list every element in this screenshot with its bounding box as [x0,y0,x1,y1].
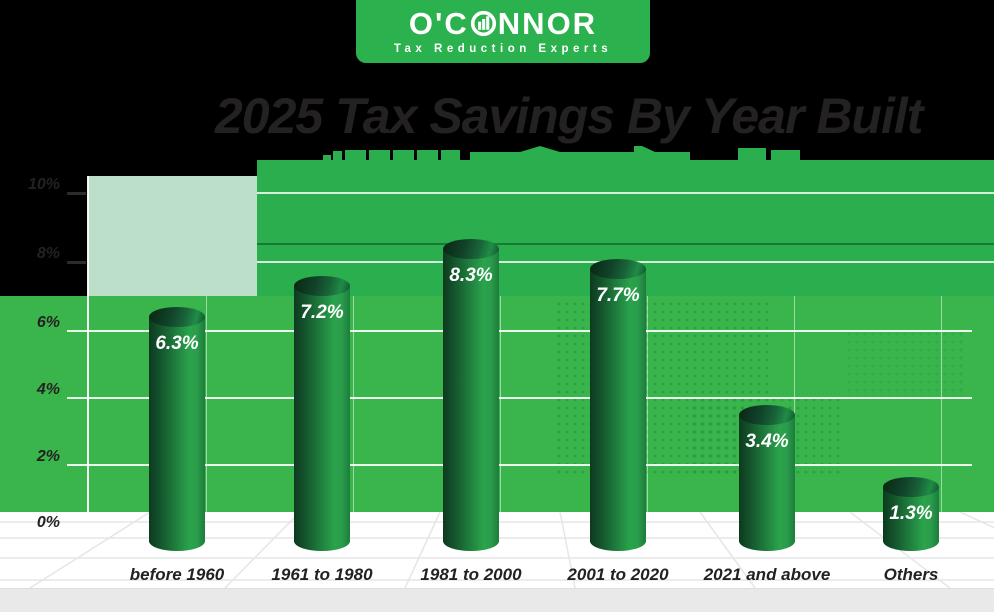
bar-value-label: 7.7% [596,285,640,307]
y-axis-label: 6% [36,314,60,331]
logo-text-suffix: NNOR [497,6,598,41]
y-axis-label: 0% [36,514,60,531]
cylinder-body [294,286,350,551]
bar-value-label: 8.3% [449,264,493,286]
oconnor-logo-box: O'C NNOR Tax Reduction Experts [356,0,650,63]
cylinder-bar-6: 1.3% [883,476,939,551]
cylinder-bar-1: 6.3% [149,306,205,551]
cylinder-top-ellipse [590,259,646,280]
vertical-gridline [941,296,942,512]
gridline-2pct [67,464,972,466]
vertical-gridline [206,296,207,512]
cylinder-bar-3: 8.3% [443,238,499,551]
cylinder-body [883,486,939,551]
cylinder-body [149,316,205,551]
bar-value-label: 3.4% [745,431,789,453]
oconnor-logo: O'C NNOR [409,8,597,39]
green-panel-divider [257,243,994,245]
bar-value-label: 7.2% [300,302,344,324]
halftone-dots-pattern [845,330,965,400]
cylinder-top-ellipse [149,306,205,327]
x-axis-label: Others [883,565,939,584]
bottom-gray-band [0,588,994,612]
bar-value-label: 1.3% [889,502,933,524]
x-axis-label: 2021 and above [703,565,831,584]
cylinder-bar-4: 7.7% [590,259,646,551]
bar-chart-in-circle-icon [470,10,496,37]
chart-title: 2025 Tax Savings By Year Built [215,88,923,144]
x-axis-label: 2001 to 2020 [567,565,669,584]
vertical-gridline [794,296,795,512]
logo-tagline: Tax Reduction Experts [393,43,613,55]
gridline-10pct [257,192,994,194]
gridline-4pct [67,397,972,399]
vertical-gridline [647,296,648,512]
cylinder-body [739,415,795,551]
cylinder-body [590,269,646,551]
y-axis-label: 10% [27,176,60,193]
cylinder-top-ellipse [883,476,939,497]
cylinder-body [443,248,499,551]
logo-text-prefix: O'C [408,6,469,41]
cylinder-bar-2: 7.2% [294,276,350,551]
y-axis-line [87,176,89,512]
cylinder-bar-5: 3.4% [739,405,795,551]
gridline-6pct [67,330,972,332]
bar-value-label: 6.3% [155,332,199,354]
tick-8pct [67,261,86,264]
pale-green-panel [88,176,257,296]
x-axis-label: before 1960 [129,565,225,584]
cylinder-top-ellipse [443,238,499,259]
y-axis-label: 4% [36,381,60,398]
vertical-gridline [500,296,501,512]
vertical-gridline [353,296,354,512]
y-axis-label: 8% [36,245,60,262]
x-axis-label: 1961 to 1980 [271,565,373,584]
cylinder-top-ellipse [294,276,350,297]
x-axis-label: 1981 to 2000 [420,565,522,584]
cylinder-top-ellipse [739,405,795,426]
tick-10pct [67,192,86,195]
y-axis-label: 2% [36,448,60,465]
